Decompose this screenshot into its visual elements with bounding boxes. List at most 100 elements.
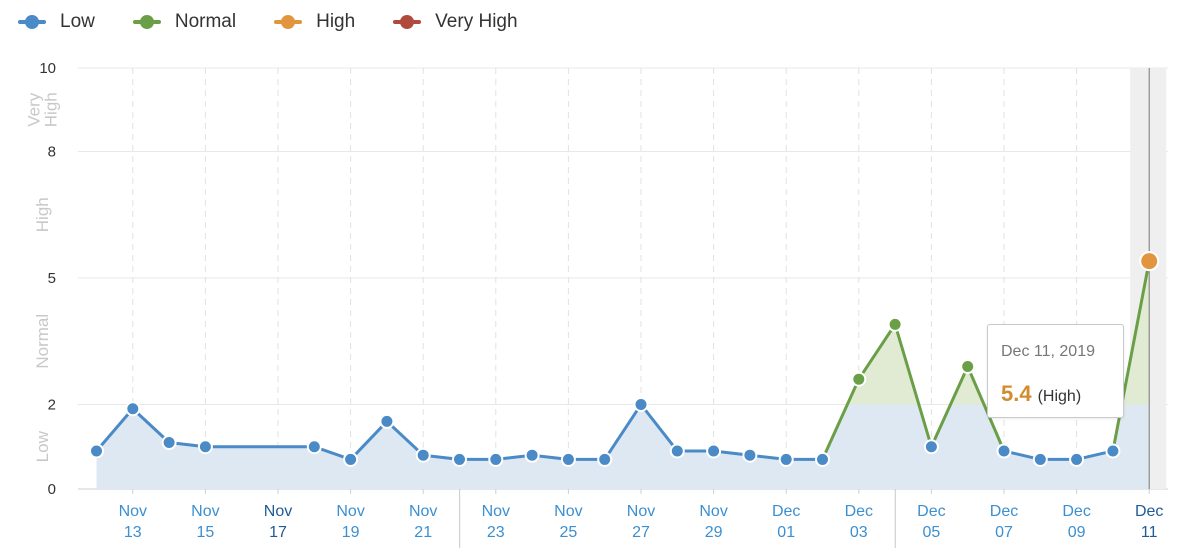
x-tick-label-month: Dec [1062, 503, 1090, 520]
band-label-word: Normal [33, 314, 52, 369]
data-point-low [1032, 451, 1048, 467]
legend-label-normal: Normal [174, 11, 237, 32]
tooltip-level: (High) [1037, 388, 1082, 405]
x-tick-label-day: 09 [1068, 524, 1086, 541]
x-tick-label-month: Nov [336, 503, 364, 520]
y-tick-label: 8 [48, 143, 56, 160]
series-segment [603, 403, 643, 461]
series-segment [639, 403, 679, 453]
series-segment [966, 365, 1006, 453]
data-point-low [669, 443, 685, 459]
data-point-low [452, 451, 467, 467]
x-tick-label-day: 23 [487, 524, 505, 541]
series-segment [893, 322, 933, 449]
data-point-low [815, 451, 830, 467]
x-tick-label-month: Nov [191, 503, 219, 520]
data-point-normal [960, 359, 976, 375]
series-segment [131, 407, 171, 445]
x-tick-label-month: Dec [990, 503, 1018, 520]
legend-swatch-very-high [393, 15, 422, 29]
legend-swatch-low [18, 15, 46, 29]
band-label-high: High [33, 197, 52, 232]
area-normal-fill [641, 261, 1150, 405]
band-label-normal: Normal [33, 314, 52, 369]
x-tick-label-month: Dec [1135, 503, 1163, 520]
y-tick-label: 5 [48, 270, 56, 287]
band-label-word: High [42, 92, 61, 127]
data-point-low [161, 435, 177, 451]
chart-tooltip: Dec 11, 2019 5.4 (High) [987, 324, 1124, 418]
x-tick-label-month: Dec [917, 503, 945, 520]
x-tick-label-day: 21 [414, 524, 432, 541]
data-point-low [706, 443, 722, 459]
x-tick-label-month: Nov [699, 503, 727, 520]
x-tick-label-month: Nov [409, 503, 437, 520]
data-point-low [379, 413, 395, 429]
x-tick-label-day: 01 [777, 524, 795, 541]
data-point-normal [887, 316, 903, 332]
x-tick-label-month: Dec [772, 503, 800, 520]
data-point-low [488, 451, 504, 467]
tooltip-value-row: 5.4 (High) [1001, 381, 1081, 407]
x-tick-label-day: 15 [197, 524, 215, 541]
data-point-low [560, 451, 576, 467]
data-point-low [778, 451, 794, 467]
legend-item-normal[interactable]: Normal [132, 11, 237, 33]
x-tick-label-day: 11 [1141, 524, 1158, 541]
band-label-word: High [33, 197, 52, 232]
data-point-low [996, 443, 1012, 459]
series-segment [821, 377, 861, 461]
legend-label-low: Low [60, 11, 95, 32]
data-point-low [197, 439, 213, 455]
data-point-low [597, 451, 613, 467]
legend-swatch-high [274, 15, 303, 29]
data-point-normal [851, 371, 867, 387]
x-tick-label-month: Nov [627, 503, 655, 520]
data-point-low [633, 397, 649, 412]
series-segment [95, 407, 135, 453]
series-segment [1111, 259, 1151, 453]
tooltip-date: Dec 11, 2019 [1001, 343, 1095, 360]
data-point-low [742, 447, 758, 463]
tooltip-value: 5.4 [1001, 381, 1032, 406]
data-point-low [524, 447, 540, 463]
x-tick-label-month: Nov [554, 503, 582, 520]
data-point-high [1139, 251, 1160, 272]
x-tick-label-day: 27 [632, 524, 650, 541]
data-point-low [343, 451, 359, 467]
data-point-low [923, 439, 939, 455]
series-segment [857, 322, 897, 381]
x-tick-label-day: 05 [923, 524, 941, 541]
x-tick-label-month: Dec [845, 503, 873, 520]
legend-item-very-high[interactable]: Very High [393, 11, 518, 33]
band-label-word: Low [33, 430, 52, 462]
chart-legend: Low Normal High Very High [18, 8, 556, 36]
y-tick-label: 0 [48, 481, 56, 498]
series-segment [385, 419, 425, 457]
data-point-low [415, 447, 431, 463]
x-tick-label-month: Nov [482, 503, 510, 520]
area-low-fill [96, 404, 1150, 489]
band-label-low: Low [33, 430, 52, 462]
data-point-low [306, 439, 322, 455]
series-segment [349, 419, 389, 461]
series-segment [929, 365, 970, 449]
legend-item-low[interactable]: Low [18, 11, 95, 33]
x-tick-label-day: 03 [850, 524, 868, 541]
legend-label-very-high: Very High [435, 11, 518, 32]
legend-item-high[interactable]: High [274, 11, 355, 33]
data-point-low [1069, 451, 1085, 467]
x-tick-label-month: Nov [264, 503, 292, 520]
x-tick-label-day: 19 [342, 524, 360, 541]
data-point-low [1105, 443, 1121, 459]
band-label-word: Very [25, 92, 44, 127]
legend-swatch-normal [132, 15, 161, 29]
y-tick-label: 2 [48, 397, 56, 414]
x-tick-label-day: 13 [124, 524, 142, 541]
x-tick-label-day: 29 [705, 524, 723, 541]
y-tick-label: 10 [39, 60, 56, 77]
legend-label-high: High [316, 11, 356, 32]
data-point-low [125, 401, 141, 417]
